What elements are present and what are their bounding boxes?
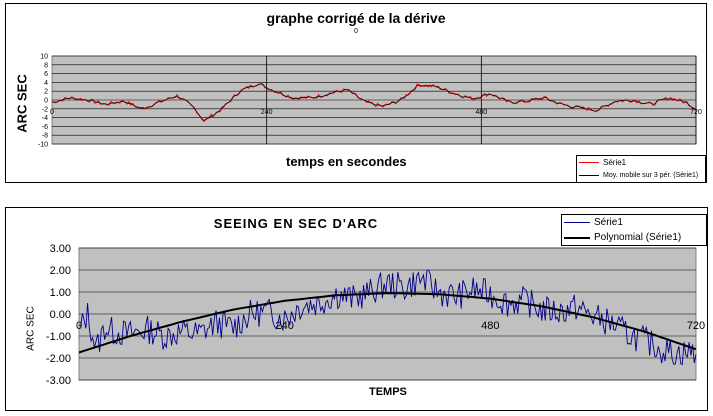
y-tick-label: 4 xyxy=(44,80,48,87)
y-tick-label: 0.00 xyxy=(50,309,71,321)
x-axis-title: TEMPS xyxy=(369,386,407,398)
legend-swatch xyxy=(564,236,590,239)
x-tick-label: 480 xyxy=(475,109,487,116)
y-tick-label: -8 xyxy=(42,133,48,140)
y-tick-label: -3.00 xyxy=(46,375,71,387)
legend-item-serie1: Série1 xyxy=(577,156,705,169)
y-tick-label: -2.00 xyxy=(46,353,71,365)
legend-label: Moy. mobile sur 3 pér. (Série1) xyxy=(603,172,699,179)
y-tick-label: -10 xyxy=(38,142,48,149)
x-tick-label: 480 xyxy=(481,320,499,332)
y-tick-label: 3.00 xyxy=(50,243,71,255)
x-tick-label: 240 xyxy=(261,109,273,116)
seeing-chart-panel: SEEING EN SEC D'ARC ARC SEC TEMPS 3.00 2.… xyxy=(5,207,708,411)
drift-chart-panel: graphe corrigé de la dérive 0 ARC SEC te… xyxy=(5,3,707,183)
y-tick-label: 0 xyxy=(44,98,48,105)
x-tick-label: 720 xyxy=(687,320,705,332)
drift-plot: 108 6 4 2 0-2 -4 -6 -8 -10 0 240 480 720 xyxy=(38,54,702,149)
chart-title: graphe corrigé de la dérive xyxy=(266,10,446,26)
legend-swatch xyxy=(579,175,599,176)
y-tick-label: 2.00 xyxy=(50,265,71,277)
chart-title: SEEING EN SEC D'ARC xyxy=(213,216,379,231)
y-tick-label: 1.00 xyxy=(50,287,71,299)
y-tick-label: 6 xyxy=(44,71,48,78)
y-tick-label: -1.00 xyxy=(46,331,71,343)
series-line-serie1 xyxy=(78,269,697,366)
legend-swatch xyxy=(564,222,590,223)
y-tick-label: 8 xyxy=(44,62,48,69)
legend-swatch xyxy=(579,162,599,163)
y-tick-label: -4 xyxy=(42,115,48,122)
chart-subtitle: 0 xyxy=(354,28,358,35)
y-tick-label: 2 xyxy=(44,89,48,96)
legend-item-serie1: Série1 xyxy=(562,215,706,230)
legend-label: Polynomial (Série1) xyxy=(594,232,682,243)
series-line-moving-average xyxy=(51,83,697,121)
legend: Série1 Polynomial (Série1) xyxy=(561,214,707,246)
legend-label: Série1 xyxy=(603,158,627,167)
y-tick-label: 10 xyxy=(40,54,48,61)
legend-item-moving-average: Moy. mobile sur 3 pér. (Série1) xyxy=(577,169,705,182)
x-axis-title: temps en secondes xyxy=(286,154,407,169)
y-tick-label: -6 xyxy=(42,124,48,131)
seeing-plot: 3.002.001.000.00-1.00-2.00-3.000 240 480 72… xyxy=(46,243,705,387)
x-tick-label: 0 xyxy=(76,320,82,332)
legend: Série1 Moy. mobile sur 3 pér. (Série1) xyxy=(576,155,706,183)
legend-item-polynomial: Polynomial (Série1) xyxy=(562,230,706,245)
trendline-polynomial xyxy=(78,292,697,354)
y-tick-label: -2 xyxy=(42,106,48,113)
x-tick-label: 720 xyxy=(690,109,702,116)
x-tick-label: 0 xyxy=(50,109,54,116)
legend-label: Série1 xyxy=(594,217,623,228)
